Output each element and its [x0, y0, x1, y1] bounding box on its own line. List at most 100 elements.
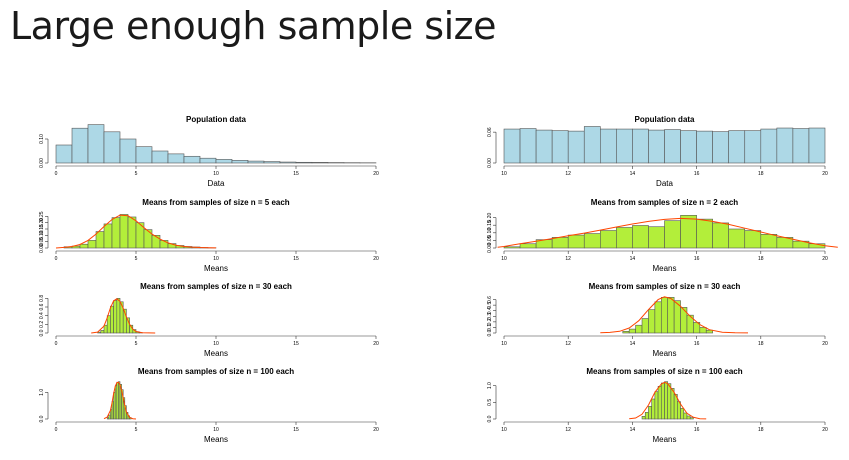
y-tick-label: 0.0 [487, 415, 493, 422]
density-curve [55, 214, 217, 249]
x-tick-label: 12 [565, 427, 571, 433]
x-tick-label: 14 [630, 171, 636, 177]
x-tick-label: 10 [213, 341, 219, 347]
y-tick-label: 0.10 [487, 228, 493, 238]
y-tick-label: 0.20 [39, 218, 45, 228]
x-tick-label: 5 [135, 427, 138, 433]
histogram-bar [503, 246, 521, 249]
histogram-bar [648, 129, 665, 164]
x-tick-label: 10 [501, 341, 507, 347]
chart-panel-1: Population data 0 5 10 15 20 Data 0.00 0.10 [39, 115, 379, 188]
chart-panel-5: Means from samples of size n = 30 each 0 5… [39, 282, 379, 358]
y-tick-label: 0.6 [487, 296, 493, 303]
chart-title: Means from samples of size n = 30 each [589, 282, 741, 291]
x-tick-label: 10 [213, 256, 219, 262]
histogram-bar [632, 225, 649, 249]
density-curve [497, 217, 838, 248]
chart-title: Means from samples of size n = 100 each [138, 367, 294, 376]
y-tick-label: 0.3 [487, 313, 493, 320]
x-axis-title: Data [208, 179, 225, 188]
x-tick-label: 5 [135, 171, 138, 177]
histogram-bar [295, 161, 313, 164]
y-tick-label: 0.0 [487, 329, 493, 336]
histogram-bar [110, 305, 114, 334]
histogram-bar [648, 406, 652, 420]
histogram-bar [103, 324, 108, 334]
histogram-bar [712, 222, 730, 249]
x-tick-label: 10 [501, 171, 507, 177]
y-tick-label: 0.2 [39, 321, 45, 328]
histogram-bar [87, 124, 105, 164]
y-tick-label: 0.25 [39, 211, 45, 221]
histogram-bar [686, 415, 691, 420]
histogram-bar [135, 146, 153, 164]
x-tick-label: 5 [135, 341, 138, 347]
histogram-bar [632, 128, 649, 164]
histogram-bar [696, 130, 713, 164]
x-tick-label: 12 [565, 256, 571, 262]
histogram-bar [535, 129, 553, 164]
y-tick-label: 0.05 [487, 235, 493, 245]
histogram-bar [670, 388, 675, 420]
histogram-bar [103, 131, 121, 164]
histogram-bar [551, 237, 569, 249]
histogram-bar [760, 234, 778, 249]
histogram-bar [599, 230, 617, 249]
y-tick-label: 0.2 [487, 318, 493, 325]
histogram-bar [111, 217, 121, 249]
histogram-bar [127, 216, 137, 249]
histogram-bar [87, 240, 97, 249]
histogram-bar [583, 233, 601, 249]
x-tick-label: 0 [55, 171, 58, 177]
density-curve [91, 298, 156, 334]
histogram-bar [199, 157, 217, 164]
x-axis-title: Means [204, 349, 228, 358]
y-tick-label: 0.0 [39, 415, 45, 422]
histogram-bar [55, 144, 73, 164]
histogram-bar [215, 159, 233, 164]
histogram-bar [744, 230, 762, 249]
y-tick-label: 0.4 [39, 312, 45, 319]
x-tick-label: 0 [55, 427, 58, 433]
y-tick-label: 0.6 [39, 303, 45, 310]
y-tick-label: 0.0 [39, 329, 45, 336]
histogram-bar [635, 324, 643, 334]
histogram-bar [712, 131, 730, 164]
histogram-bar [628, 328, 636, 334]
y-tick-label: 0.05 [39, 237, 45, 247]
slide-title: Large enough sample size [10, 4, 497, 48]
x-tick-label: 12 [565, 341, 571, 347]
histogram-bar [183, 155, 201, 164]
histogram-bar [728, 228, 746, 249]
y-tick-label: 1.0 [39, 389, 45, 396]
y-tick-label: 0.10 [39, 230, 45, 240]
x-tick-label: 16 [694, 171, 700, 177]
histogram-bar [151, 235, 161, 249]
chart-title: Means from samples of size n = 2 each [591, 198, 739, 207]
y-tick-label: 0.8 [39, 295, 45, 302]
histogram-bar [119, 214, 129, 249]
chart-panel-8: Means from samples of size n = 100 each 1… [487, 367, 828, 444]
histogram-bar [680, 130, 697, 164]
x-tick-label: 20 [373, 171, 379, 177]
x-tick-label: 10 [213, 427, 219, 433]
x-axis-title: Data [656, 179, 673, 188]
chart-title: Means from samples of size n = 5 each [142, 198, 290, 207]
histogram-bar [567, 234, 585, 249]
x-tick-label: 14 [630, 341, 636, 347]
histogram-bar [143, 229, 153, 249]
y-tick-label: 0.1 [487, 324, 493, 331]
histogram-bar [808, 127, 826, 164]
x-tick-label: 10 [501, 427, 507, 433]
y-tick-label: 1.0 [487, 382, 493, 389]
histogram-bar [760, 128, 778, 164]
histogram-bar [279, 161, 297, 164]
histogram-bar [651, 398, 656, 420]
histogram-bar [567, 130, 585, 164]
histogram-bar [654, 301, 662, 334]
y-tick-label: 0.5 [487, 301, 493, 308]
histogram-bar [247, 160, 265, 164]
histogram-bar [100, 330, 105, 334]
y-tick-label: 0.20 [487, 213, 493, 223]
